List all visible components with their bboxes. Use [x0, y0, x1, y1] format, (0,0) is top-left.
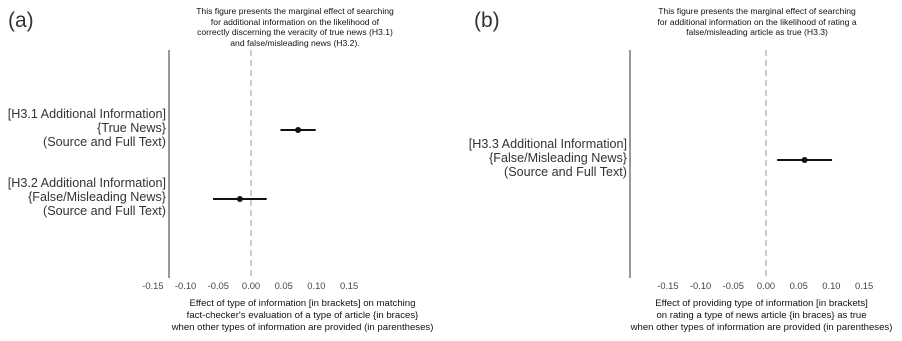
panel-b-y-label-1: (Source and Full Text)	[504, 165, 627, 179]
panel-b-y-label-1: [H3.3 Additional Information]	[469, 137, 627, 151]
panel-b-x-tick-label: 0.00	[757, 280, 775, 291]
panel-b-x-tick-label: 0.05	[790, 280, 808, 291]
panel-b-y-label-1: {False/Misleading News}	[489, 151, 627, 165]
panel-a-x-tick-label: 0.10	[307, 280, 325, 291]
panel-a-x-tick-label: 0.00	[242, 280, 260, 291]
panel-a-estimate-point-2	[236, 196, 243, 202]
panel-a-x-tick-label: -0.15	[142, 280, 163, 291]
panel-a-x-tick-label: -0.10	[175, 280, 196, 291]
panel-a-estimate-point-1	[295, 127, 302, 133]
panel-a-y-label-1: (Source and Full Text)	[43, 135, 166, 149]
panel-a-y-label-2: {False/Misleading News}	[28, 190, 166, 204]
panel-b-title: This figure presents the marginal effect…	[657, 6, 857, 38]
panel-b-x-tick-label: 0.15	[855, 280, 873, 291]
panel-b-x-tick-label: -0.10	[690, 280, 711, 291]
panel-a-x-tick-label: 0.05	[275, 280, 293, 291]
panel-b-x-tick-label: 0.10	[822, 280, 840, 291]
panel-a-title: This figure presents the marginal effect…	[196, 6, 394, 48]
panel-b-letter: (b)	[474, 9, 500, 32]
panel-a-y-label-1: {True News}	[97, 121, 166, 135]
panel-a-letter: (a)	[8, 9, 34, 32]
panel-b-x-tick-label: -0.05	[723, 280, 744, 291]
panel-a-y-label-2: (Source and Full Text)	[43, 204, 166, 218]
panel-a-x-tick-label: -0.05	[208, 280, 229, 291]
panel-a-x-axis-label: Effect of type of information [in bracke…	[171, 298, 434, 334]
panel-b-estimate-point-1	[801, 157, 808, 163]
panel-a-y-label-2: [H3.2 Additional Information]	[8, 176, 166, 190]
panel-b-x-tick-label: -0.15	[657, 280, 678, 291]
panel-a-x-tick-label: 0.15	[340, 280, 358, 291]
panel-b-x-axis-label: Effect of providing type of information …	[630, 298, 893, 334]
panel-a-y-label-1: [H3.1 Additional Information]	[8, 107, 166, 121]
